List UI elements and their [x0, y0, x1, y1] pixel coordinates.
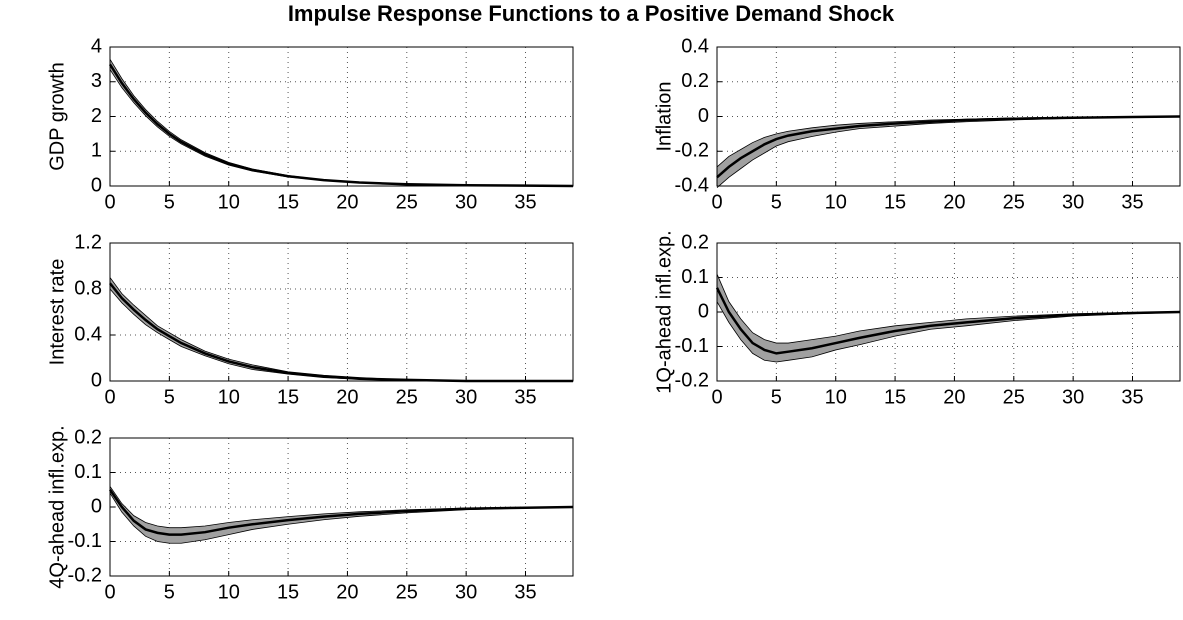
- y-axis-label: Interest rate: [46, 259, 68, 366]
- plot-frame: [109, 437, 574, 577]
- response-line: [108, 489, 574, 536]
- x-tick-label: 25: [396, 386, 418, 408]
- y-tick-label: 0.4: [74, 323, 102, 345]
- band-lower-line: [716, 116, 1181, 189]
- band-lower-line: [109, 69, 574, 187]
- y-tick-label: 0: [91, 174, 102, 196]
- x-tick-label: 10: [218, 191, 240, 213]
- band-lower-line: [109, 492, 574, 544]
- plot-frame: [716, 46, 1181, 187]
- confidence-band: [110, 59, 573, 186]
- response-line: [716, 115, 1181, 179]
- x-tick-label: 35: [514, 581, 536, 603]
- band-upper-line: [716, 273, 1181, 344]
- y-axis-label: 4Q-ahead infl.exp.: [46, 425, 68, 588]
- x-tick-label: 30: [1062, 386, 1084, 408]
- x-tick-label: 10: [825, 191, 847, 213]
- band-upper-line: [109, 277, 573, 382]
- x-tick-label: 5: [771, 191, 782, 213]
- x-tick-label: 35: [1121, 386, 1143, 408]
- y-tick-label: 0.1: [74, 461, 102, 483]
- x-tick-label: 35: [514, 386, 536, 408]
- y-tick-label: -0.1: [68, 530, 102, 552]
- y-tick-label: 0: [698, 105, 709, 127]
- x-tick-label: 20: [336, 191, 358, 213]
- y-tick-label: 0: [91, 495, 102, 517]
- x-tick-label: 5: [164, 386, 175, 408]
- x-tick-label: 15: [884, 386, 906, 408]
- x-tick-label: 35: [514, 191, 536, 213]
- x-tick-label: 25: [396, 581, 418, 603]
- y-tick-label: -0.2: [68, 564, 102, 586]
- y-tick-label: 0.4: [681, 35, 709, 57]
- confidence-band: [110, 277, 573, 381]
- x-tick-label: 35: [1121, 191, 1143, 213]
- x-tick-label: 5: [771, 386, 782, 408]
- x-tick-label: 20: [336, 581, 358, 603]
- y-tick-label: 1: [91, 140, 102, 162]
- x-tick-label: 20: [336, 386, 358, 408]
- y-tick-label: 0.2: [681, 70, 709, 92]
- x-tick-label: 0: [104, 386, 115, 408]
- y-tick-label: -0.2: [675, 140, 709, 162]
- y-tick-label: 0.8: [74, 277, 102, 299]
- band-lower-line: [716, 301, 1181, 363]
- y-tick-label: -0.4: [675, 174, 709, 196]
- x-tick-label: 30: [455, 191, 477, 213]
- y-axis-label: GDP growth: [46, 62, 68, 171]
- y-tick-label: 0.1: [681, 266, 709, 288]
- y-tick-label: -0.2: [675, 369, 709, 391]
- band-upper-line: [109, 58, 573, 187]
- y-axis-label: 1Q-ahead infl.exp.: [653, 230, 675, 393]
- y-tick-label: 2: [91, 105, 102, 127]
- x-tick-label: 0: [104, 191, 115, 213]
- x-tick-label: 15: [277, 581, 299, 603]
- response-line: [109, 282, 573, 383]
- response-line: [715, 287, 1181, 355]
- y-tick-label: 0.2: [681, 231, 709, 253]
- x-tick-label: 25: [396, 191, 418, 213]
- x-tick-label: 15: [277, 386, 299, 408]
- x-tick-label: 0: [711, 191, 722, 213]
- x-tick-label: 25: [1003, 386, 1025, 408]
- x-tick-label: 5: [164, 581, 175, 603]
- y-tick-label: 0.2: [74, 426, 102, 448]
- plot-frame: [109, 242, 574, 382]
- band-lower-line: [109, 288, 573, 382]
- y-tick-label: 0: [698, 300, 709, 322]
- plot-frame: [716, 242, 1181, 382]
- x-tick-label: 10: [218, 581, 240, 603]
- x-tick-label: 20: [943, 386, 965, 408]
- y-tick-label: 1.2: [74, 231, 102, 253]
- x-tick-label: 5: [164, 191, 175, 213]
- x-tick-label: 25: [1003, 191, 1025, 213]
- x-tick-label: 15: [277, 191, 299, 213]
- confidence-band: [717, 274, 1180, 363]
- x-tick-label: 10: [218, 386, 240, 408]
- y-tick-label: 3: [91, 70, 102, 92]
- x-tick-label: 10: [825, 386, 847, 408]
- y-tick-label: 0: [91, 369, 102, 391]
- confidence-band: [717, 116, 1180, 188]
- x-tick-label: 0: [104, 581, 115, 603]
- y-tick-label: -0.1: [675, 335, 709, 357]
- x-tick-label: 20: [943, 191, 965, 213]
- x-tick-label: 30: [455, 581, 477, 603]
- x-tick-label: 30: [1062, 191, 1084, 213]
- x-tick-label: 15: [884, 191, 906, 213]
- response-line: [108, 63, 574, 188]
- y-axis-label: Inflation: [653, 81, 675, 151]
- y-tick-label: 4: [91, 35, 102, 57]
- x-tick-label: 30: [455, 386, 477, 408]
- plot-frame: [109, 46, 574, 187]
- figure-title: Impulse Response Functions to a Positive…: [288, 1, 895, 26]
- x-tick-label: 0: [711, 386, 722, 408]
